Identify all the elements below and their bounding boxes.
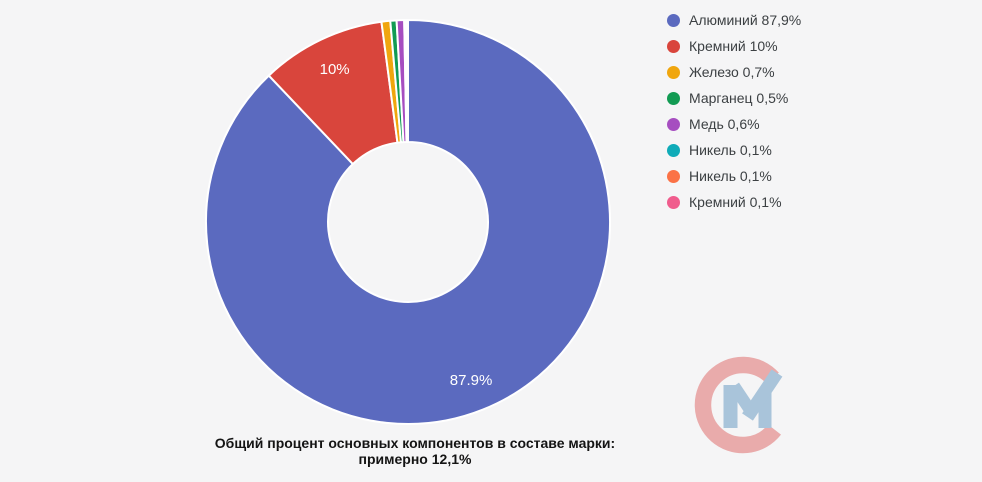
legend-label: Никель 0,1%	[689, 168, 772, 184]
legend-label: Кремний 10%	[689, 38, 778, 54]
legend-swatch-icon	[667, 169, 680, 183]
legend-label: Кремний 0,1%	[689, 194, 782, 210]
legend-label: Железо 0,7%	[689, 64, 775, 80]
legend-swatch-icon	[667, 117, 680, 131]
legend-item-Кремний[interactable]: Кремний 10%	[667, 33, 801, 59]
pie-slice-Кремний2[interactable]	[405, 19, 409, 144]
watermark-m-checkmark	[723, 369, 783, 428]
legend-swatch-icon	[667, 13, 680, 27]
legend-swatch-icon	[667, 195, 680, 209]
legend-item-Медь[interactable]: Медь 0,6%	[667, 111, 801, 137]
legend-item-Железо[interactable]: Железо 0,7%	[667, 59, 801, 85]
legend-swatch-icon	[667, 39, 680, 53]
pie-slice-Алюминий[interactable]	[205, 19, 611, 425]
watermark-logo	[694, 356, 783, 454]
watermark-c-shape	[694, 356, 781, 454]
legend-item-Кремний2[interactable]: Кремний 0,1%	[667, 189, 801, 215]
legend-label: Медь 0,6%	[689, 116, 760, 132]
legend-swatch-icon	[667, 143, 680, 157]
slice-label-Кремний: 10%	[320, 61, 350, 78]
legend-item-Никель2[interactable]: Никель 0,1%	[667, 163, 801, 189]
slice-label-Алюминий: 87.9%	[450, 372, 493, 389]
legend-label: Алюминий 87,9%	[689, 12, 802, 28]
legend-label: Никель 0,1%	[689, 142, 772, 158]
legend-swatch-icon	[667, 65, 680, 79]
legend-label: Марганец 0,5%	[689, 90, 789, 106]
legend-item-Никель[interactable]: Никель 0,1%	[667, 137, 801, 163]
legend-swatch-icon	[667, 91, 680, 105]
chart-caption: Общий процент основных компонентов в сос…	[214, 435, 616, 467]
legend-item-Алюминий[interactable]: Алюминий 87,9%	[667, 7, 801, 33]
chart-legend: Алюминий 87,9% Кремний 10% Железо 0,7% Марг…	[667, 7, 801, 215]
legend-item-Марганец[interactable]: Марганец 0,5%	[667, 85, 801, 111]
